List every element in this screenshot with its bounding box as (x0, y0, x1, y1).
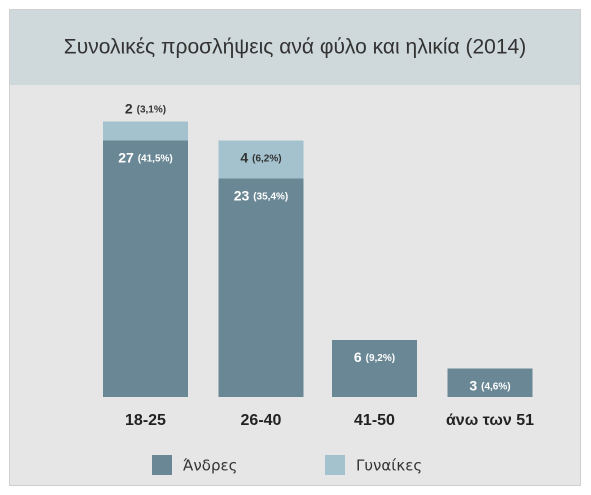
bar-segment (103, 140, 188, 397)
legend-swatch (325, 455, 345, 475)
data-label: 6 (9,2%) (354, 349, 395, 365)
bar-segment (103, 121, 188, 141)
bar-segment (447, 368, 533, 397)
bar-segment (218, 178, 304, 397)
bar-segment (332, 340, 417, 397)
legend-label: Άνδρες (183, 457, 237, 475)
x-tick-label: 41-50 (354, 412, 395, 429)
title-band (10, 10, 580, 85)
x-tick-label: άνω των 51 (446, 412, 534, 429)
data-label: 27 (41,5%) (118, 149, 172, 165)
data-label: 3 (4,6%) (469, 377, 510, 393)
chart-title: Συνολικές προσλήψεις ανά φύλο και ηλικία… (64, 36, 526, 59)
data-label: 2 (3,1%) (125, 100, 166, 116)
bar-segment (218, 140, 304, 179)
x-tick-label: 18-25 (125, 412, 166, 429)
x-tick-label: 26-40 (241, 412, 282, 429)
legend-label: Γυναίκες (356, 457, 422, 475)
data-label: 4 (6,2%) (240, 149, 281, 165)
data-label: 23 (35,4%) (234, 187, 288, 203)
legend-swatch (152, 455, 172, 475)
